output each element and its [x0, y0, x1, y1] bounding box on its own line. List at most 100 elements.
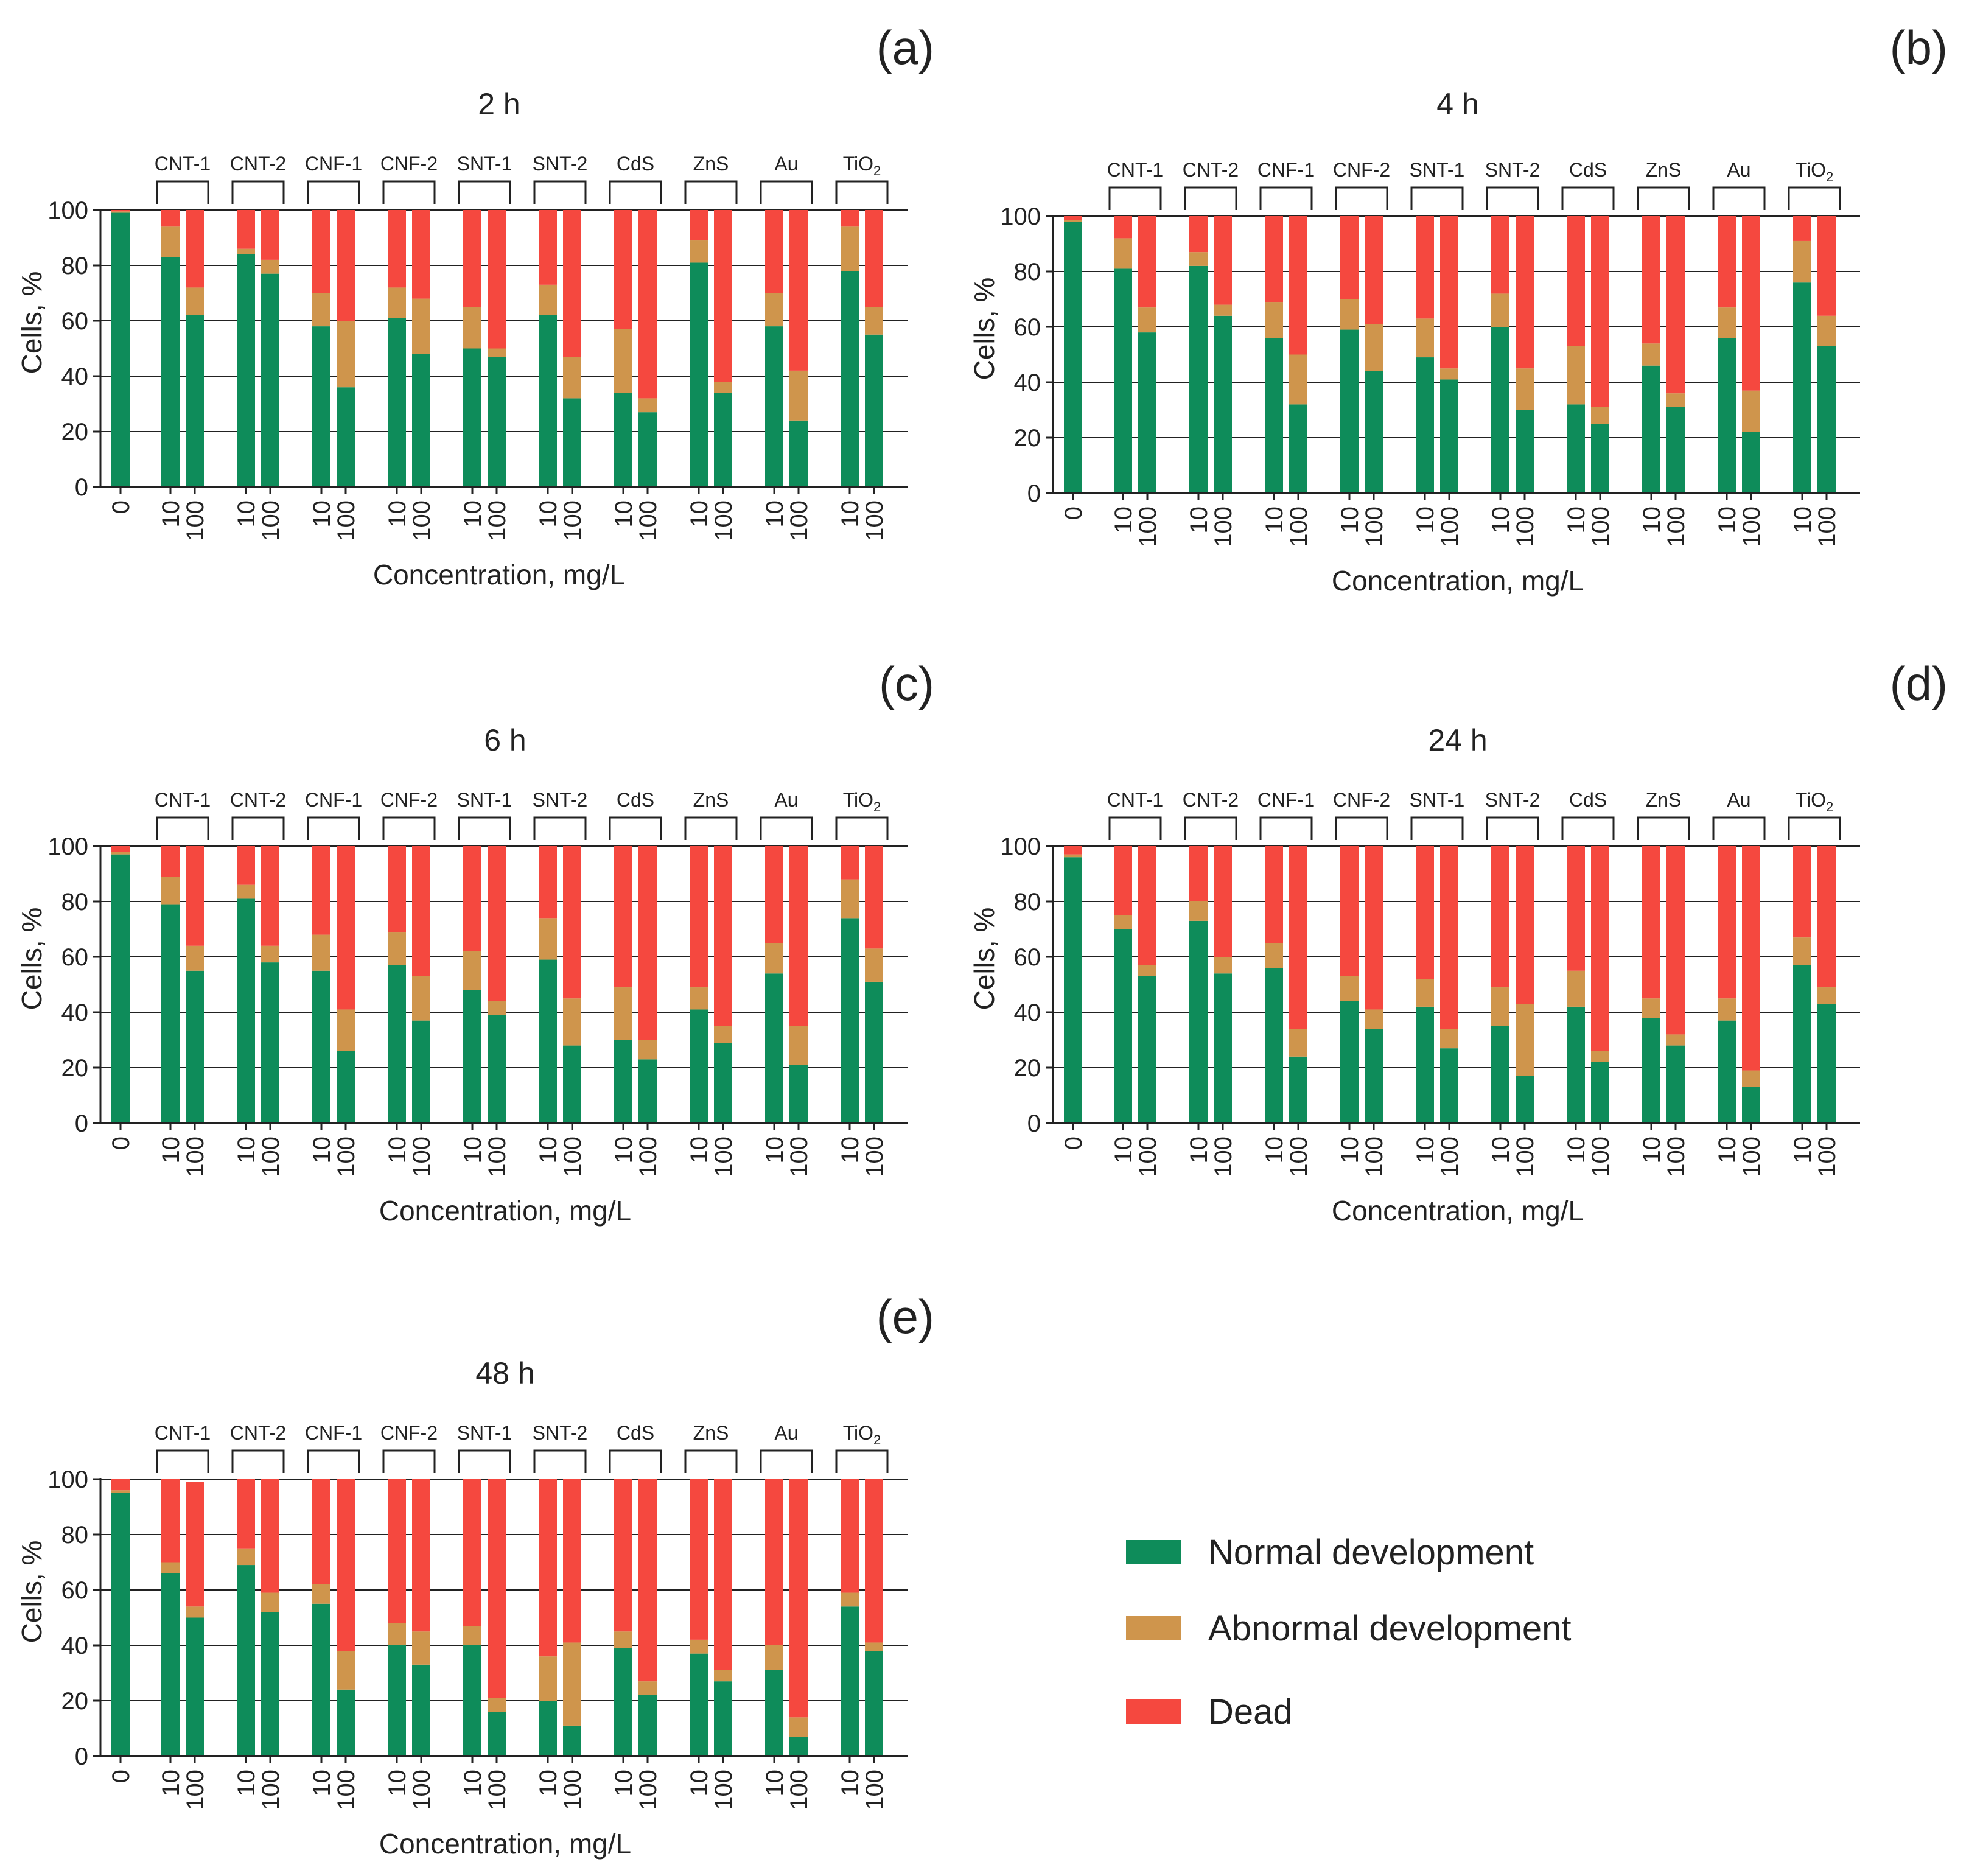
y-tick-label: 60 — [61, 944, 89, 971]
y-tick-label: 20 — [61, 419, 89, 446]
bar-segment-normal — [237, 1565, 255, 1756]
group-label: CNF-2 — [380, 1422, 438, 1444]
bar-control — [111, 1479, 130, 1756]
x-tick-label: 100 — [257, 1136, 284, 1177]
x-tick-label: 100 — [333, 1769, 360, 1810]
bar-cnt-1-100 — [186, 1482, 204, 1756]
bar-segment-dead — [488, 846, 506, 1001]
bar-segment-abnormal — [1817, 987, 1836, 1004]
group-label: CNF-1 — [305, 153, 362, 175]
bar-segment-normal — [312, 970, 330, 1123]
bar-snt-2-100 — [1516, 216, 1534, 493]
x-tick-label: 10 — [1412, 1136, 1439, 1164]
group-label: TiO2 — [1796, 159, 1834, 184]
x-tick-label: 10 — [309, 1136, 335, 1164]
x-tick-label: 10 — [686, 1769, 713, 1797]
group-label: CNT-1 — [155, 153, 211, 175]
bar-segment-normal — [789, 1065, 808, 1123]
bar-segment-dead — [261, 210, 279, 260]
bar-snt-1-10 — [463, 1479, 481, 1756]
x-tick-label: 100 — [1285, 506, 1312, 547]
group-label: CdS — [617, 1422, 654, 1444]
group-label: CNT-2 — [230, 153, 286, 175]
x-tick-label: 10 — [233, 500, 260, 528]
x-tick-label: 0 — [108, 1136, 135, 1150]
bar-segment-dead — [614, 1479, 632, 1632]
bar-segment-normal — [1416, 1006, 1434, 1123]
bar-segment-dead — [539, 846, 557, 919]
y-axis-title: Cells, % — [16, 271, 47, 374]
bar-segment-dead — [1114, 216, 1132, 239]
x-tick-label: 10 — [1186, 506, 1212, 534]
bar-segment-abnormal — [1516, 368, 1534, 410]
panel-letter: (b) — [1890, 21, 1948, 74]
bar-segment-abnormal — [1440, 1029, 1458, 1049]
bar-segment-abnormal — [337, 1651, 355, 1690]
bar-cnt-2-10 — [1189, 846, 1208, 1123]
bar-segment-normal — [337, 387, 355, 487]
bar-zns-10 — [690, 1479, 708, 1756]
y-tick-label: 40 — [61, 1633, 89, 1659]
bar-segment-normal — [539, 1701, 557, 1756]
group-label: Au — [1727, 789, 1750, 811]
bar-segment-normal — [841, 271, 859, 487]
y-tick-label: 80 — [1014, 889, 1041, 915]
bar-zns-10 — [1642, 216, 1660, 493]
bar-segment-abnormal — [1365, 324, 1383, 371]
bar-segment-dead — [1642, 846, 1660, 999]
bar-segment-abnormal — [690, 1639, 708, 1654]
group-bracket — [231, 180, 285, 204]
bar-segment-dead — [765, 1479, 783, 1645]
bar-segment-dead — [1365, 216, 1383, 324]
group-label: SNT-2 — [533, 1422, 588, 1444]
x-tick-label: 100 — [408, 1136, 435, 1177]
bar-segment-normal — [1491, 1026, 1509, 1123]
bar-segment-dead — [614, 210, 632, 329]
bar-cds-100 — [1591, 846, 1609, 1123]
x-tick-label: 10 — [1186, 1136, 1212, 1164]
bar-segment-normal — [337, 1051, 355, 1123]
bar-cnf-2-100 — [1365, 846, 1383, 1123]
bar-segment-dead — [1567, 846, 1585, 971]
bar-segment-dead — [111, 846, 130, 852]
x-tick-label: 100 — [484, 1136, 511, 1177]
x-tick-label: 10 — [1714, 1136, 1741, 1164]
bar-segment-normal — [186, 970, 204, 1123]
bar-segment-abnormal — [563, 357, 581, 399]
bar-segment-dead — [337, 210, 355, 321]
group-bracket — [835, 816, 889, 840]
group-bracket — [1108, 816, 1162, 840]
group-bracket — [1108, 186, 1162, 210]
bar-segment-dead — [412, 1479, 430, 1632]
bar-segment-normal — [111, 854, 130, 1123]
bar-cnf-1-10 — [312, 846, 330, 1123]
bar-segment-normal — [690, 1009, 708, 1123]
x-tick-label: 10 — [309, 500, 335, 528]
bar-segment-abnormal — [1742, 1070, 1760, 1087]
y-tick-label: 100 — [47, 1466, 88, 1493]
group-bracket — [1788, 186, 1841, 210]
group-label: SNT-1 — [1410, 789, 1465, 811]
bar-segment-abnormal — [463, 951, 481, 990]
bar-segment-normal — [1416, 357, 1434, 493]
bar-segment-dead — [186, 210, 204, 288]
x-tick-label: 100 — [861, 1769, 888, 1810]
bar-segment-abnormal — [789, 370, 808, 421]
bar-segment-normal — [638, 412, 657, 487]
bar-control — [1064, 216, 1082, 493]
group-label: CNT-2 — [1183, 789, 1239, 811]
panel-b: (b) 4 h Cells, % Concentration, mg/L 0 20… — [968, 21, 1948, 597]
bar-cnf-1-100 — [337, 1479, 355, 1756]
bar-segment-abnormal — [1642, 343, 1660, 366]
bar-segment-dead — [1718, 216, 1736, 308]
group-bracket — [684, 816, 738, 840]
bar-segment-dead — [1666, 846, 1685, 1035]
bar-segment-abnormal — [1742, 390, 1760, 432]
bar-segment-dead — [412, 846, 430, 976]
group-label: SNT-2 — [533, 153, 588, 175]
bar-segment-dead — [1214, 216, 1232, 305]
bar-segment-normal — [1642, 365, 1660, 493]
x-tick-label: 10 — [610, 1136, 637, 1164]
